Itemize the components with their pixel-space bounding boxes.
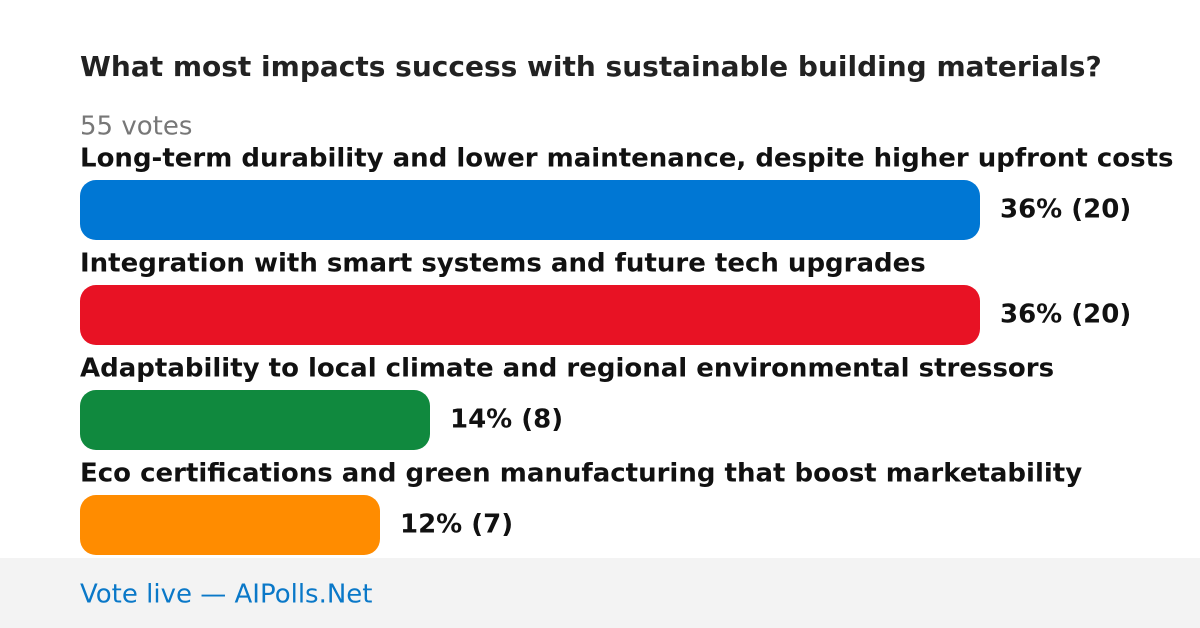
footer-link[interactable]: Vote live — AIPolls.Net [80, 580, 373, 610]
value-label: 14% (8) [450, 405, 563, 435]
bar [80, 180, 980, 240]
option-label: Integration with smart systems and futur… [80, 249, 926, 279]
bar [80, 390, 430, 450]
option-label: Long-term durability and lower maintenan… [80, 144, 1174, 174]
vote-count: 55 votes [80, 112, 192, 142]
bar [80, 285, 980, 345]
value-label: 36% (20) [1000, 195, 1131, 225]
option-label: Adaptability to local climate and region… [80, 354, 1054, 384]
option-label: Eco certifications and green manufacturi… [80, 459, 1082, 489]
value-label: 12% (7) [400, 510, 513, 540]
chart-title: What most impacts success with sustainab… [80, 50, 1102, 83]
footer-bar [0, 558, 1200, 628]
value-label: 36% (20) [1000, 300, 1131, 330]
bar [80, 495, 380, 555]
